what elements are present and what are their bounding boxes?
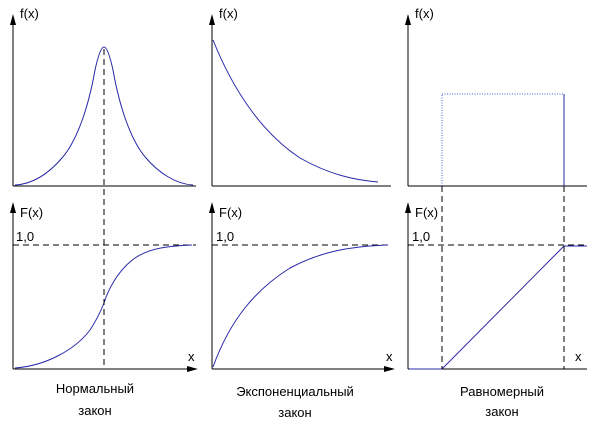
exponential-cdf-x-arrow <box>384 366 395 372</box>
normal-level-label: 1,0 <box>16 229 34 244</box>
normal-caption-line-1: Нормальный <box>56 381 134 396</box>
uniform-cdf-y-arrow <box>405 202 411 213</box>
normal-pdf-y-arrow <box>10 14 16 25</box>
exponential-pdf-label: f(x) <box>219 6 238 21</box>
uniform-caption-line-2: закон <box>485 404 518 419</box>
normal-cdf-panel: F(x) 1,0 x <box>10 202 198 372</box>
exponential-cdf-curve <box>212 244 389 368</box>
exponential-x-label: x <box>386 349 393 364</box>
normal-pdf-curve <box>14 46 194 186</box>
normal-caption-line-2: закон <box>78 403 111 418</box>
exponential-caption-line-1: Экспоненциальный <box>236 384 354 399</box>
exponential-cdf-y-arrow <box>209 202 215 213</box>
uniform-pdf-y-arrow <box>405 14 411 25</box>
uniform-column: f(x) F(x) 1,0 x Равномерный закон <box>405 6 588 419</box>
exponential-pdf-curve <box>212 39 379 183</box>
exponential-column: f(x) F(x) 1,0 x Экспоненциальный закон <box>209 6 395 420</box>
uniform-pdf-label: f(x) <box>415 6 434 21</box>
uniform-caption-line-1: Равномерный <box>460 384 544 399</box>
normal-column: f(x) F(x) 1,0 x Нормальный закон <box>10 6 198 418</box>
exponential-pdf-y-arrow <box>209 14 215 25</box>
normal-pdf-label: f(x) <box>20 6 39 21</box>
normal-cdf-x-arrow <box>187 366 198 372</box>
exponential-caption-line-2: закон <box>278 405 311 420</box>
normal-x-label: x <box>188 349 195 364</box>
exponential-cdf-panel: F(x) 1,0 x <box>209 202 395 372</box>
uniform-cdf-panel: F(x) 1,0 x <box>405 202 588 370</box>
normal-pdf-panel: f(x) <box>10 6 196 187</box>
uniform-cdf-label: F(x) <box>415 205 438 220</box>
exponential-cdf-label: F(x) <box>219 205 242 220</box>
uniform-x-label: x <box>575 349 582 364</box>
uniform-cdf-line <box>409 245 587 370</box>
exponential-pdf-panel: f(x) <box>209 6 391 187</box>
normal-cdf-y-arrow <box>10 202 16 213</box>
normal-cdf-label: F(x) <box>20 205 43 220</box>
uniform-pdf-panel: f(x) <box>405 6 587 187</box>
exponential-level-label: 1,0 <box>216 229 234 244</box>
uniform-level-label: 1,0 <box>412 229 430 244</box>
